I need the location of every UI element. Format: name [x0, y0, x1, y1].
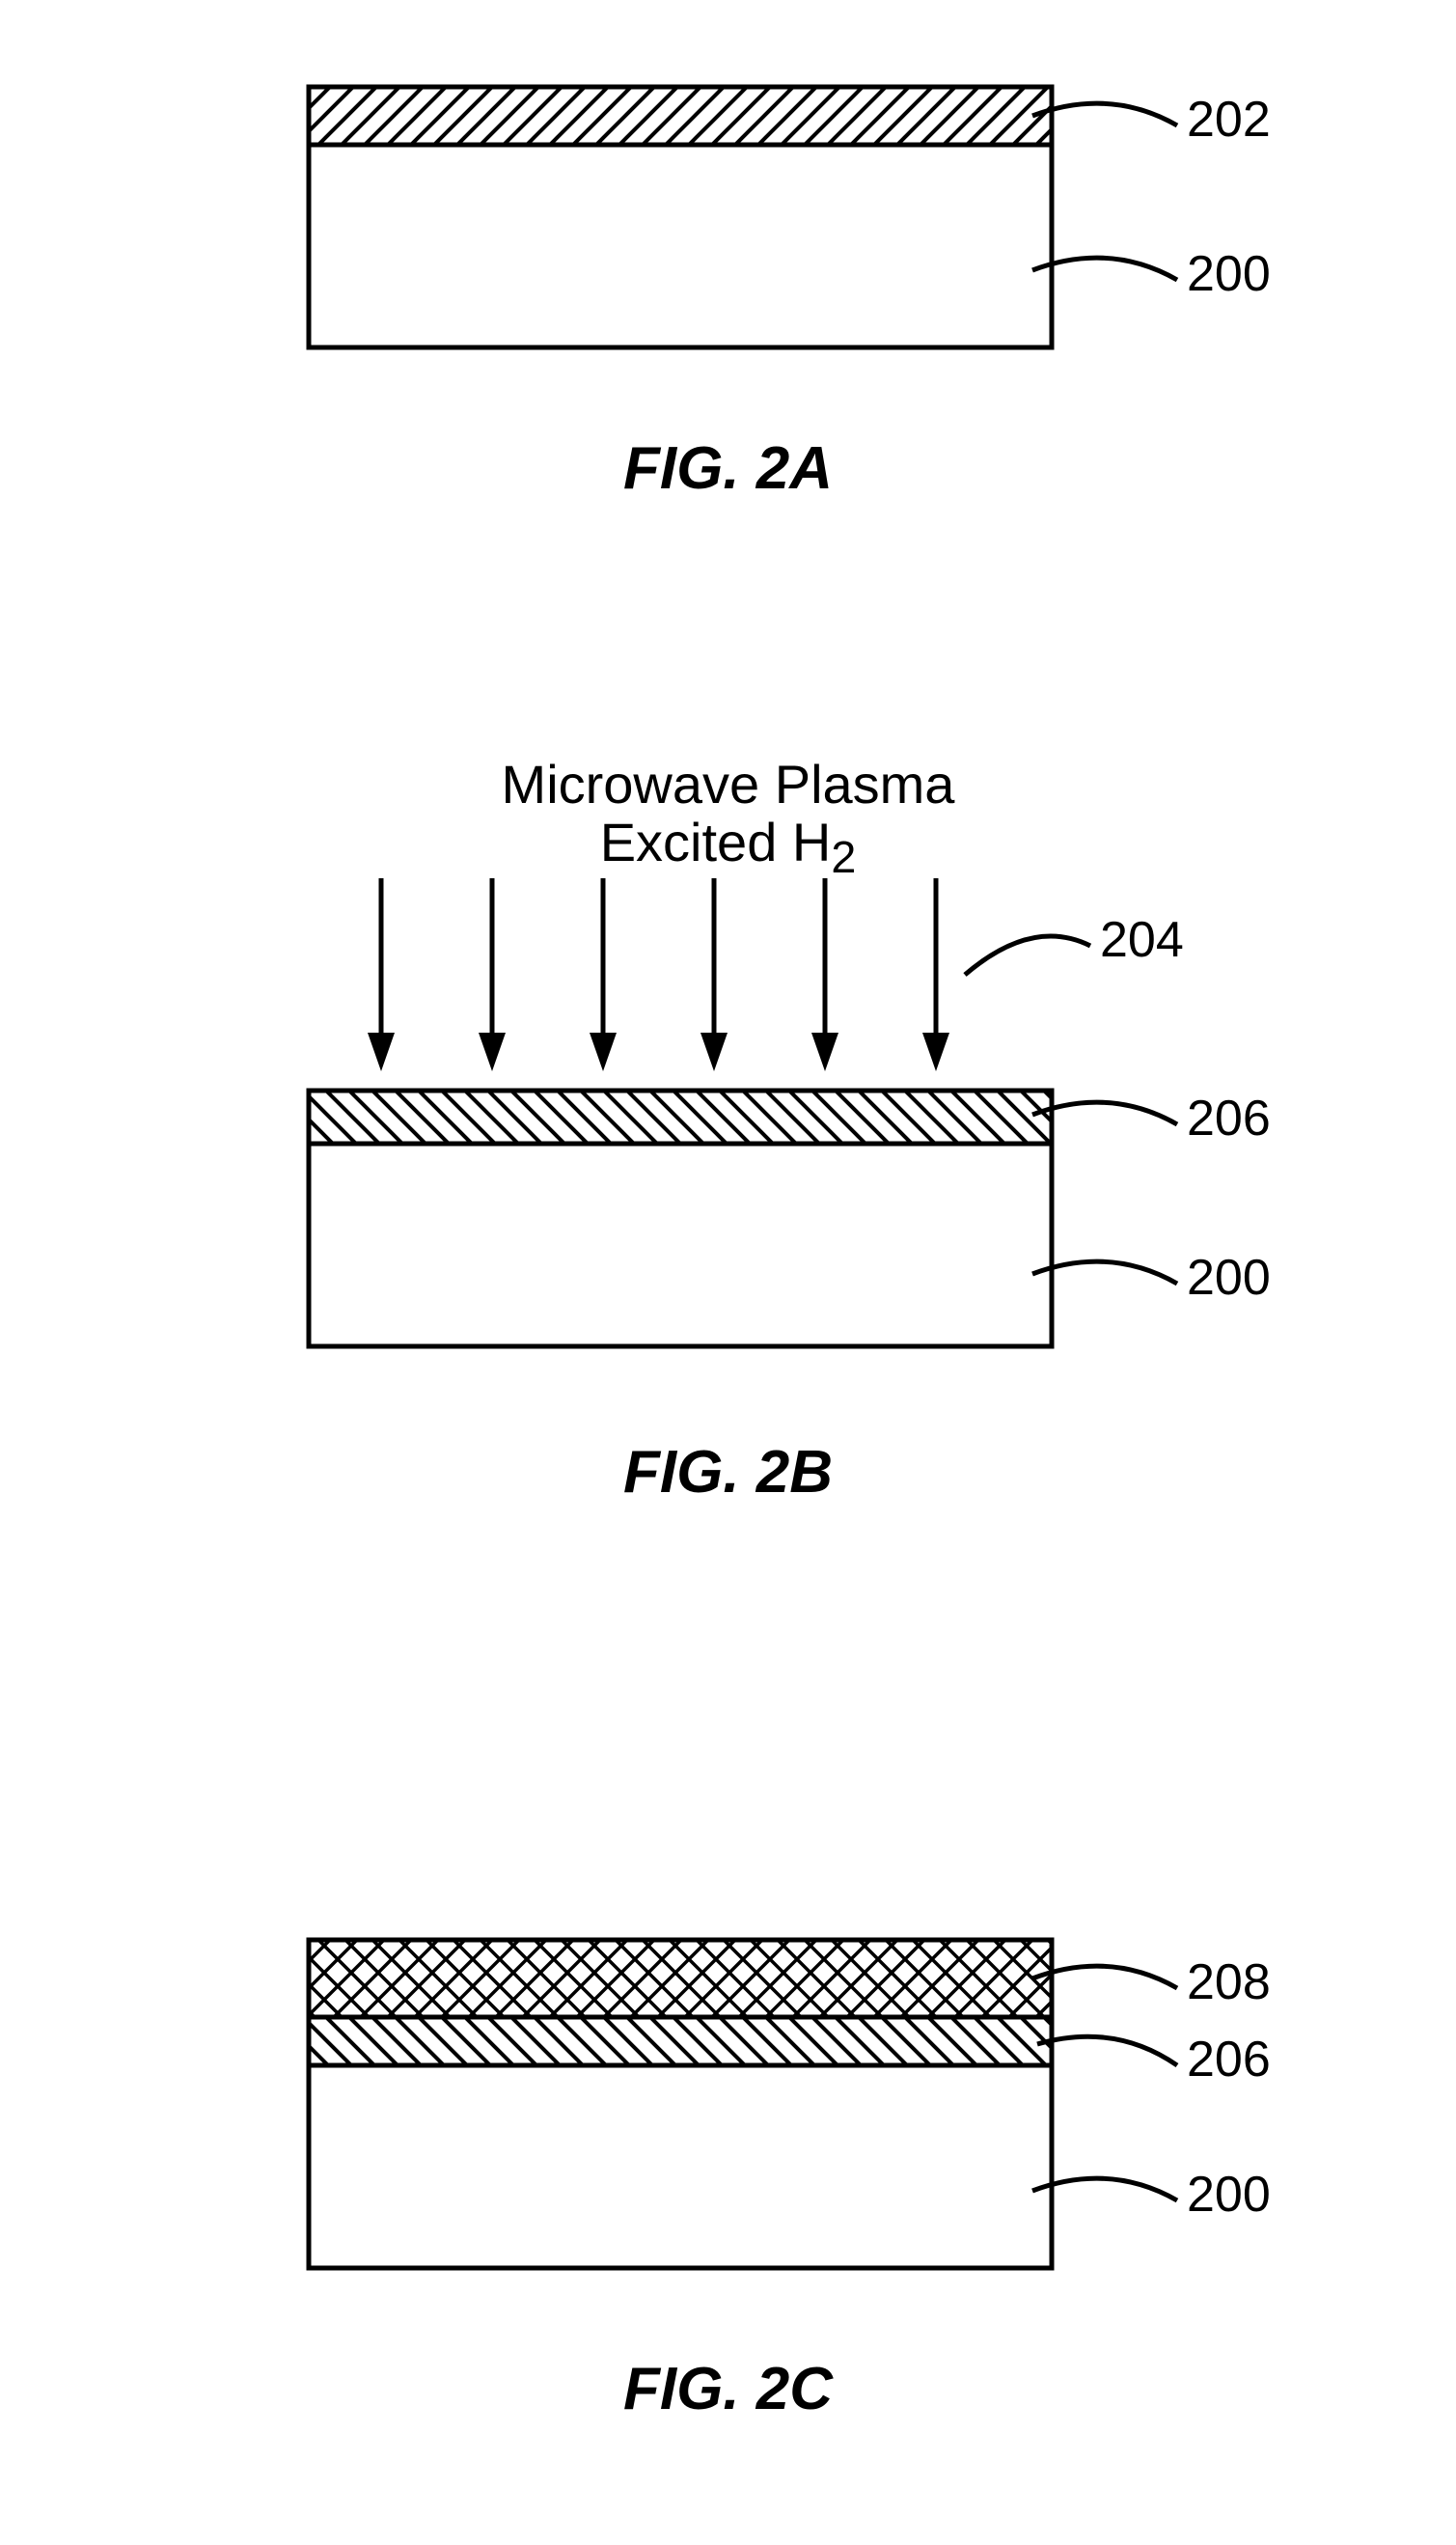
- plasma-subscript: 2: [831, 832, 856, 882]
- ref-200-b: 200: [1187, 1249, 1271, 1307]
- plasma-text-line2a: Excited H: [600, 812, 832, 872]
- plasma-text-line2: Excited H2: [0, 811, 1456, 883]
- ref-200-a: 200: [1187, 245, 1271, 303]
- ref-206-c: 206: [1187, 2031, 1271, 2089]
- ref-206-b: 206: [1187, 1090, 1271, 1148]
- ref-204: 204: [1100, 911, 1184, 969]
- figure-2b-caption: FIG. 2B: [0, 1438, 1456, 1507]
- figure-2b: [309, 878, 1177, 1346]
- ref-202: 202: [1187, 91, 1271, 149]
- ref-208: 208: [1187, 1953, 1271, 2011]
- figure-2c-caption: FIG. 2C: [0, 2355, 1456, 2423]
- figure-2a-caption: FIG. 2A: [0, 434, 1456, 503]
- plasma-text-line1: Microwave Plasma: [0, 753, 1456, 816]
- ref-200-c: 200: [1187, 2166, 1271, 2224]
- figure-2a: [309, 87, 1177, 347]
- figure-2c: [309, 1940, 1177, 2268]
